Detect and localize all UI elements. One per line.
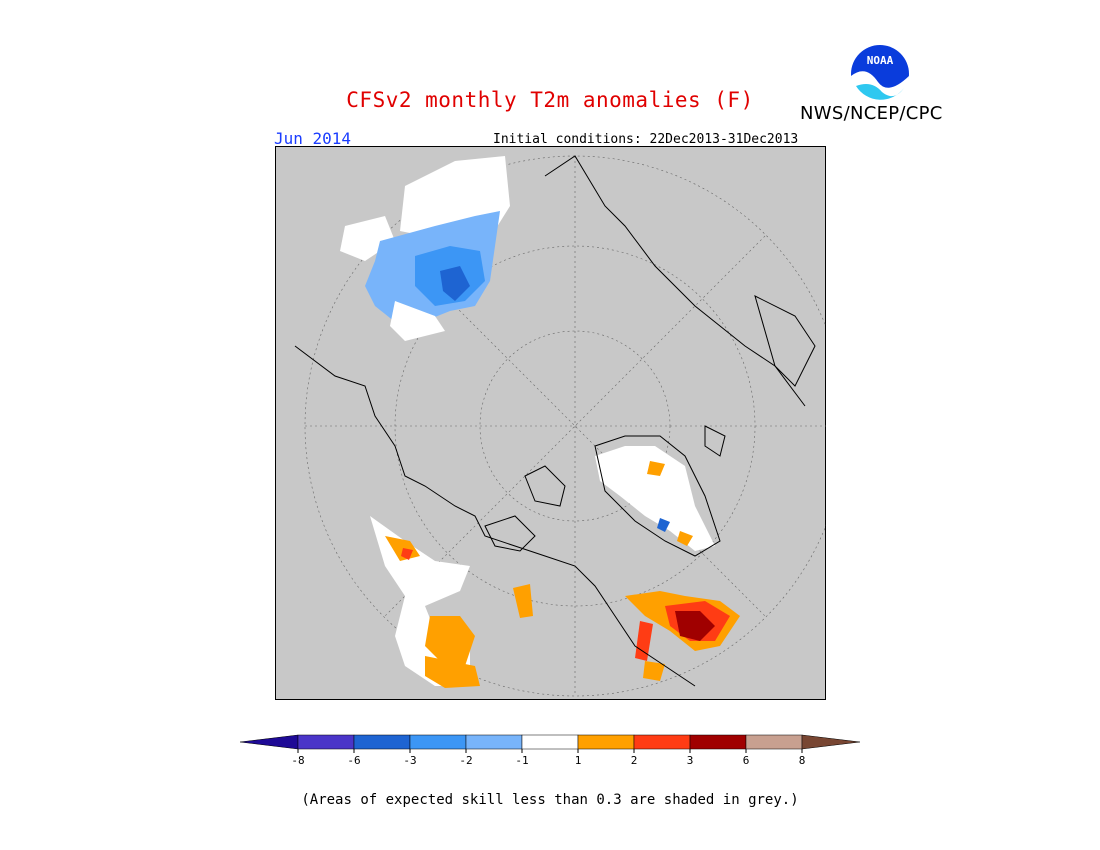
noaa-logo: NOAA (849, 43, 911, 105)
colorbar-swatch (353, 734, 411, 750)
colorbar-swatch (633, 734, 691, 750)
skill-footnote: (Areas of expected skill less than 0.3 a… (301, 792, 799, 808)
colorbar-high-arrow (801, 734, 861, 750)
initial-conditions: Initial conditions: 22Dec2013-31Dec2013 (493, 132, 799, 147)
colorbar-swatch (297, 734, 355, 750)
colorbar-low-arrow (239, 734, 299, 750)
colorbar-swatch (745, 734, 803, 750)
europe-warm-region (625, 591, 740, 681)
map-title: CFSv2 monthly T2m anomalies (F) (346, 88, 754, 112)
colorbar-tick-label: 2 (631, 754, 638, 767)
colorbar-swatch (409, 734, 467, 750)
color-scale-ticks: -8 -6 -3 -2 -1 1 2 3 6 8 (291, 749, 805, 767)
colorbar-swatch (465, 734, 523, 750)
colorbar-tick-label: 1 (575, 754, 582, 767)
colorbar-swatch (521, 734, 579, 750)
cold-anomaly-region (340, 156, 510, 341)
agency-label: NWS/NCEP/CPC (800, 103, 943, 124)
colorbar-tick-label: -3 (403, 754, 416, 767)
coastlines (294, 155, 816, 687)
color-scale-bar: -8 -6 -3 -2 -1 1 2 3 6 8 (239, 734, 861, 767)
polar-map (275, 146, 826, 700)
colorbar-swatch (577, 734, 635, 750)
color-swatches (239, 734, 861, 750)
colorbar-swatch (689, 734, 747, 750)
greenland-neutral-region (595, 446, 715, 551)
colorbar-tick-label: -8 (291, 754, 304, 767)
north-america-warm-region (370, 516, 533, 688)
colorbar-tick-label: 8 (799, 754, 806, 767)
forecast-period: Jun 2014 (274, 129, 352, 148)
colorbar-tick-label: 3 (687, 754, 694, 767)
colorbar-tick-label: 6 (743, 754, 750, 767)
colorbar-tick-label: -2 (459, 754, 472, 767)
logo-text: NOAA (867, 54, 894, 67)
colorbar-tick-label: -6 (347, 754, 360, 767)
colorbar-tick-label: -1 (515, 754, 528, 767)
